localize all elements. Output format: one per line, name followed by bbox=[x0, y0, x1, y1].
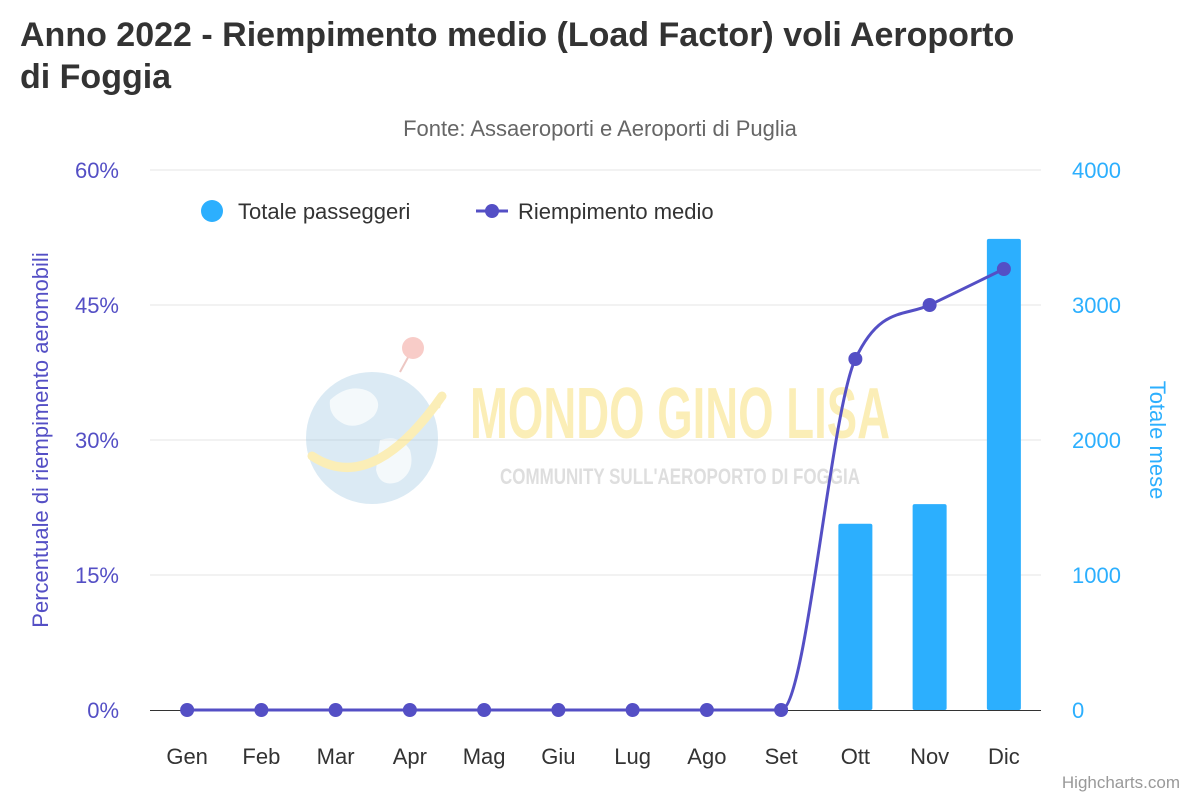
line-point-mag[interactable] bbox=[477, 703, 492, 717]
legend-line-marker bbox=[485, 204, 499, 218]
legend-item-totale-passeggeri[interactable]: Totale passeggeri bbox=[238, 199, 410, 224]
y-left-tick-label: 0% bbox=[87, 698, 119, 723]
x-tick-label: Gen bbox=[166, 744, 208, 769]
chart-subtitle: Fonte: Assaeroporti e Aeroporti di Pugli… bbox=[403, 116, 797, 141]
line-riempimento-medio bbox=[187, 267, 1005, 712]
x-tick-label: Nov bbox=[910, 744, 949, 769]
y-right-tick-label: 4000 bbox=[1072, 158, 1121, 183]
legend-bar-symbol bbox=[201, 200, 223, 222]
x-tick-label: Feb bbox=[242, 744, 280, 769]
globe-icon bbox=[306, 372, 438, 504]
axes: 0% 15% 30% 45% 60% 0 1000 2000 3000 4000 Gen Feb Mar… bbox=[28, 158, 1170, 769]
x-tick-label: Mar bbox=[317, 744, 355, 769]
y-right-tick-label: 2000 bbox=[1072, 428, 1121, 453]
bar-series bbox=[838, 238, 1021, 710]
watermark-brand: MONDO GINO LISA bbox=[470, 374, 890, 454]
legend: Totale passeggeri Riempimento medio bbox=[201, 199, 714, 224]
credits-link[interactable]: Highcharts.com bbox=[1061, 773, 1180, 792]
y-left-axis-title: Percentuale di riempimento aeromobili bbox=[28, 252, 53, 627]
line-point-feb[interactable] bbox=[254, 703, 269, 717]
line-point-nov[interactable] bbox=[922, 298, 937, 312]
watermark-tagline: COMMUNITY SULL'AEROPORTO DI FOGGIA bbox=[500, 464, 860, 489]
line-point-lug[interactable] bbox=[625, 703, 640, 717]
gridlines bbox=[150, 169, 1041, 576]
line-point-apr[interactable] bbox=[402, 703, 417, 717]
globe-land bbox=[329, 388, 412, 484]
legend-item-riempimento-medio[interactable]: Riempimento medio bbox=[518, 199, 714, 224]
x-tick-label: Mag bbox=[463, 744, 506, 769]
x-tick-label: Apr bbox=[393, 744, 427, 769]
y-right-tick-label: 3000 bbox=[1072, 293, 1121, 318]
y-right-tick-label: 0 bbox=[1072, 698, 1084, 723]
bar-nov[interactable] bbox=[912, 504, 947, 710]
x-tick-label: Lug bbox=[614, 744, 651, 769]
line-point-giu[interactable] bbox=[551, 703, 566, 717]
y-left-tick-label: 45% bbox=[75, 293, 119, 318]
y-right-axis-title: Totale mese bbox=[1145, 381, 1170, 500]
watermark-logo: MONDO GINO LISA COMMUNITY SULL'AEROPORTO… bbox=[306, 337, 890, 504]
pin-stick bbox=[399, 349, 413, 373]
plane-icon bbox=[428, 394, 444, 412]
orbit-swoosh bbox=[307, 391, 447, 472]
x-tick-label: Giu bbox=[541, 744, 575, 769]
line-point-dic[interactable] bbox=[996, 262, 1011, 276]
pin-icon bbox=[402, 337, 424, 359]
x-tick-label: Ott bbox=[841, 744, 870, 769]
line-point-gen[interactable] bbox=[180, 703, 195, 717]
y-left-tick-label: 60% bbox=[75, 158, 119, 183]
x-tick-label: Dic bbox=[988, 744, 1020, 769]
bar-ott[interactable] bbox=[838, 523, 873, 710]
chart-title: Anno 2022 - Riempimento medio (Load Fact… bbox=[20, 16, 1015, 96]
y-left-tick-label: 15% bbox=[75, 563, 119, 588]
line-point-mar[interactable] bbox=[328, 703, 343, 717]
x-tick-label: Ago bbox=[687, 744, 726, 769]
line-point-ott[interactable] bbox=[848, 352, 863, 366]
bar-dic[interactable] bbox=[986, 238, 1021, 710]
x-tick-label: Set bbox=[765, 744, 798, 769]
y-left-tick-label: 30% bbox=[75, 428, 119, 453]
line-point-ago[interactable] bbox=[699, 703, 714, 717]
y-right-tick-label: 1000 bbox=[1072, 563, 1121, 588]
line-point-set[interactable] bbox=[774, 703, 789, 717]
line-series bbox=[180, 262, 1011, 717]
